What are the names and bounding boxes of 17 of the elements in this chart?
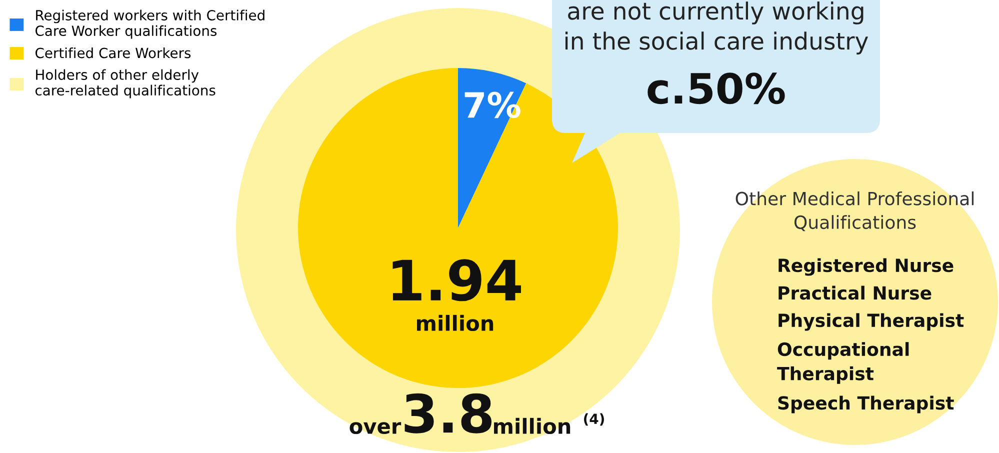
text: 3.8 xyxy=(404,393,492,434)
text: million xyxy=(417,314,494,332)
text: million xyxy=(494,418,570,434)
legend-label: Holders of other elderly care-related qualifications xyxy=(35,69,216,98)
text: Physical Therapist xyxy=(778,313,964,331)
text: 1.94 xyxy=(392,259,521,302)
text: Registered Nurse xyxy=(778,258,954,276)
legend-label: Certified Care Workers xyxy=(36,47,191,58)
text: (4) xyxy=(584,413,604,426)
text: c.50% xyxy=(648,72,785,104)
text: Occupational Therapist xyxy=(777,342,909,384)
text: over xyxy=(350,422,402,434)
text: Speech Therapist xyxy=(778,396,954,414)
legend-label: Registered workers with Certified Care Worker qualifications xyxy=(36,10,264,39)
text: are not currently working in the social care industry xyxy=(565,2,868,54)
text: Other Medical Professional Qualifications xyxy=(736,191,974,232)
text: Practical Nurse xyxy=(778,286,932,300)
